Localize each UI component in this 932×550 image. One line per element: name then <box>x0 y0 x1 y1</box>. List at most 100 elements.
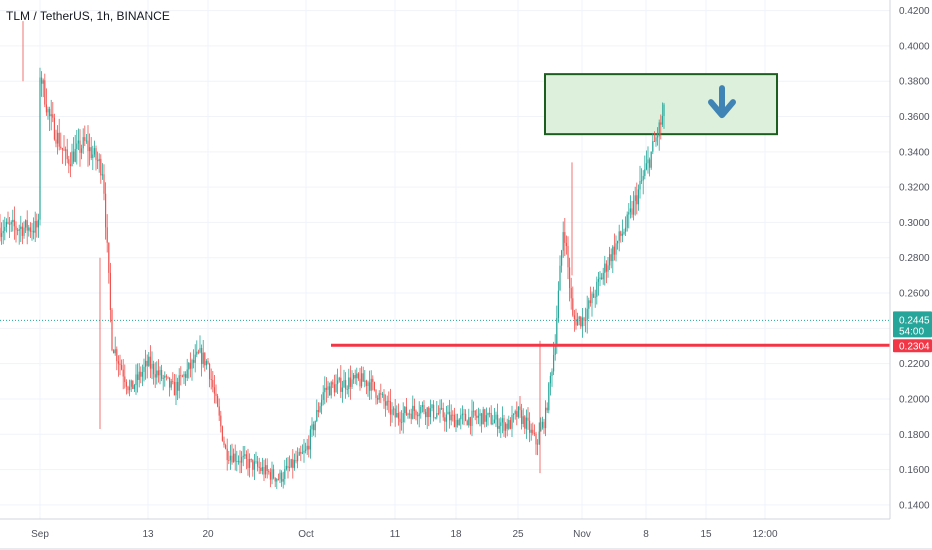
candle-body <box>373 381 375 390</box>
candle-body <box>577 319 579 326</box>
candle-body <box>9 223 11 225</box>
candle-body <box>500 422 502 426</box>
candle-body <box>628 212 630 215</box>
candle-body <box>0 227 1 237</box>
candle-body <box>143 366 145 372</box>
candle-body <box>79 140 81 153</box>
candle-body <box>36 221 38 228</box>
candle-body <box>169 377 171 388</box>
candle-body <box>260 467 262 471</box>
candle-body <box>21 226 23 236</box>
time-tick-label: 20 <box>202 529 214 540</box>
candle-body <box>399 418 401 423</box>
candle-body <box>612 246 614 262</box>
candle-body <box>297 455 299 462</box>
candle-body <box>233 453 235 463</box>
candle-body <box>570 288 572 299</box>
candle-body <box>501 418 503 423</box>
candle-body <box>644 169 646 176</box>
candle-body <box>279 472 281 480</box>
candle-body <box>634 195 636 201</box>
candle-body <box>557 290 559 319</box>
candle-body <box>149 356 151 369</box>
candle-body <box>95 148 97 161</box>
chart-title: TLM / TetherUS, 1h, BINANCE <box>6 9 170 23</box>
candle-body <box>615 243 617 255</box>
candle-body <box>541 421 543 428</box>
candle-body <box>450 414 452 421</box>
price-tick-label: 0.3800 <box>899 77 930 88</box>
time-axis[interactable]: Sep 13 20 Oct 11 18 25 Nov 8 15 12:00 <box>0 518 932 550</box>
candle-body <box>629 208 631 213</box>
candle-body <box>479 413 481 416</box>
candle-body <box>225 445 227 449</box>
candle-body <box>642 175 644 181</box>
candle-body <box>476 415 478 418</box>
time-tick-label: 25 <box>512 529 524 540</box>
candle-body <box>621 233 623 236</box>
candle-body <box>146 360 148 366</box>
candle-body <box>561 250 563 266</box>
price-tick-label: 0.1800 <box>899 430 930 441</box>
candle-body <box>17 230 19 231</box>
candle-body <box>101 174 103 176</box>
candle-body <box>569 267 571 289</box>
candle-body <box>599 277 601 280</box>
candle-body <box>605 263 607 272</box>
candle-body <box>370 378 372 391</box>
candle-body <box>509 420 511 429</box>
candle-body <box>231 455 233 463</box>
candle-body <box>289 466 291 468</box>
candle-body <box>250 458 252 460</box>
candle-body <box>65 149 67 151</box>
candle-body <box>261 467 263 471</box>
candle-body <box>546 407 548 411</box>
candle-body <box>415 410 417 416</box>
candle-body <box>161 369 163 379</box>
candle-body <box>300 451 302 454</box>
candle-body <box>626 214 628 228</box>
candle-body <box>145 360 147 367</box>
candle-body <box>220 415 222 427</box>
candle-body <box>473 410 475 412</box>
candle-body <box>122 369 124 377</box>
candle-body <box>298 451 300 456</box>
candle-body <box>177 381 179 391</box>
candle-body <box>124 376 126 383</box>
candle-body <box>119 363 121 365</box>
candle-body <box>191 360 193 369</box>
candle-body <box>364 380 366 382</box>
candle-body <box>185 374 187 378</box>
candle-body <box>258 466 260 468</box>
candle-body <box>465 413 467 421</box>
candle-body <box>130 380 132 387</box>
candle-body <box>4 226 6 231</box>
candle-body <box>309 429 311 450</box>
candle-body <box>423 405 425 412</box>
candle-body <box>293 460 295 468</box>
price-tick-label: 0.2800 <box>899 253 930 264</box>
price-axis[interactable]: 0.14000.16000.18000.20000.22000.24000.26… <box>889 0 930 519</box>
candle-body <box>380 393 382 395</box>
candle-body <box>113 350 115 354</box>
candle-body <box>213 387 215 394</box>
candle-body <box>461 413 463 416</box>
candle-body <box>538 431 540 444</box>
candle-body <box>111 309 113 351</box>
candle-body <box>524 416 526 429</box>
candle-body <box>317 410 319 412</box>
candle-body <box>369 382 371 391</box>
candle-body <box>637 189 639 205</box>
time-tick-label: Nov <box>573 529 591 540</box>
candle-body <box>353 375 355 380</box>
time-tick-label: Oct <box>298 529 314 540</box>
candle-body <box>249 458 251 468</box>
price-tick-label: 0.2000 <box>899 394 930 405</box>
candle-body <box>583 317 585 321</box>
price-tick-label: 0.1400 <box>899 500 930 511</box>
candle-body <box>428 407 430 417</box>
candle-body <box>525 417 527 429</box>
candle-body <box>305 449 307 451</box>
candle-body <box>327 386 329 390</box>
